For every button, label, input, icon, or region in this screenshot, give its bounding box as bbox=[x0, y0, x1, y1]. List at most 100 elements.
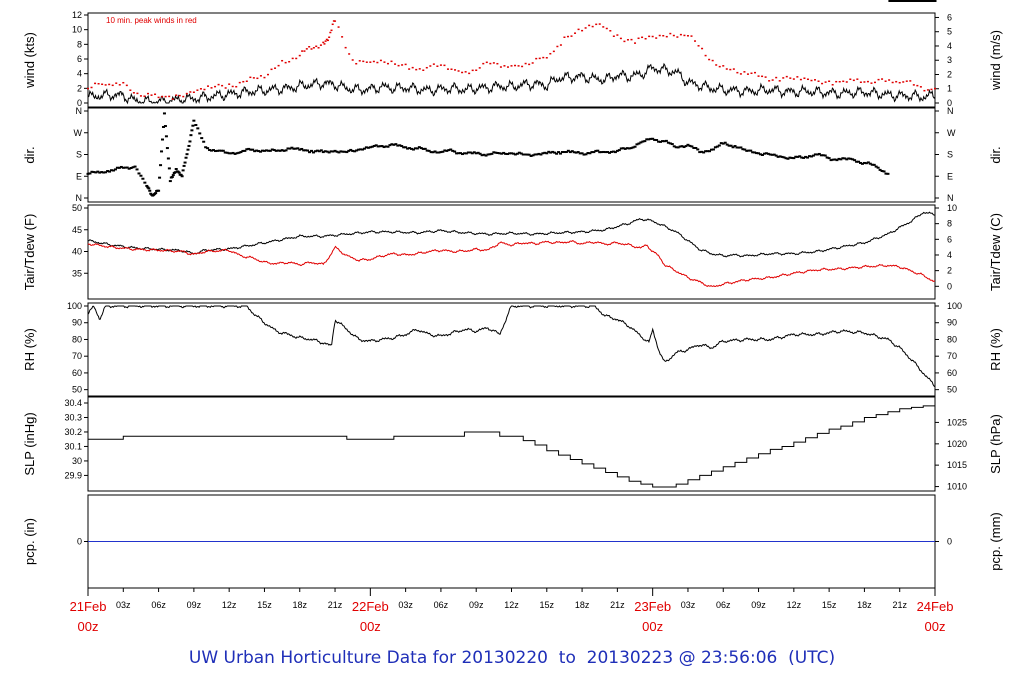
direction-point bbox=[139, 174, 143, 177]
panel-frame-wind bbox=[87, 12, 936, 108]
direction-point bbox=[674, 146, 678, 149]
direction-point bbox=[235, 152, 239, 155]
time-tick-label: 03z bbox=[116, 600, 131, 610]
direction-point bbox=[339, 150, 343, 153]
time-tick-label-major: 24Feb bbox=[917, 599, 954, 614]
peak-wind-point bbox=[912, 84, 915, 86]
peak-wind-point bbox=[545, 57, 548, 59]
direction-point bbox=[933, 0, 937, 2]
peak-wind-point bbox=[810, 79, 813, 82]
peak-wind-point bbox=[686, 35, 689, 37]
direction-point bbox=[731, 146, 735, 149]
right-tick-label-dir: E bbox=[947, 171, 953, 181]
peak-wind-point bbox=[182, 95, 185, 98]
time-tick-label: 09z bbox=[187, 600, 202, 610]
direction-point bbox=[762, 152, 766, 155]
direction-point bbox=[751, 151, 755, 154]
peak-wind-point bbox=[697, 45, 700, 47]
peak-wind-point bbox=[365, 61, 368, 63]
direction-point bbox=[794, 155, 798, 158]
direction-point bbox=[272, 148, 276, 151]
direction-point bbox=[221, 149, 225, 152]
direction-point bbox=[96, 170, 100, 173]
direction-point bbox=[147, 187, 151, 190]
peak-wind-point bbox=[404, 63, 407, 66]
left-tick-label-temp: 40 bbox=[72, 247, 82, 257]
direction-point bbox=[441, 150, 445, 153]
direction-point bbox=[280, 149, 284, 152]
peak-wind-point bbox=[630, 38, 633, 41]
direction-point bbox=[702, 151, 706, 154]
direction-point bbox=[564, 151, 568, 154]
direction-point bbox=[347, 149, 351, 152]
peak-wind-point bbox=[303, 50, 306, 52]
direction-point bbox=[578, 152, 582, 155]
peak-wind-point bbox=[531, 62, 534, 64]
direction-point bbox=[437, 151, 441, 154]
direction-point bbox=[186, 148, 190, 151]
peak-wind-point bbox=[665, 35, 668, 38]
direction-point bbox=[115, 166, 119, 169]
left-tick-label-temp: 50 bbox=[72, 203, 82, 213]
left-tick-label-slp: 30.2 bbox=[64, 427, 82, 437]
right-tick-label-temp: 2 bbox=[947, 266, 952, 276]
direction-point bbox=[600, 151, 604, 154]
peak-wind-point bbox=[129, 89, 132, 91]
direction-point bbox=[167, 167, 171, 170]
peak-wind-point bbox=[331, 23, 334, 26]
direction-point bbox=[741, 148, 745, 151]
peak-wind-point bbox=[789, 77, 792, 79]
direction-point bbox=[360, 148, 364, 151]
direction-point bbox=[566, 149, 570, 152]
direction-point bbox=[876, 166, 880, 169]
direction-point bbox=[823, 154, 827, 157]
time-tick-label: 18z bbox=[292, 600, 307, 610]
direction-point bbox=[562, 151, 566, 154]
peak-wind-point bbox=[517, 65, 520, 67]
direction-point bbox=[86, 172, 90, 175]
direction-point bbox=[884, 172, 888, 175]
direction-point bbox=[613, 151, 617, 154]
direction-point bbox=[315, 149, 319, 152]
peak-wind-point bbox=[332, 20, 335, 22]
peak-wind-point bbox=[143, 95, 146, 97]
direction-point bbox=[549, 151, 553, 154]
peak-wind-point bbox=[849, 78, 852, 81]
direction-point bbox=[547, 150, 551, 153]
peak-wind-point bbox=[605, 27, 608, 30]
peak-wind-point bbox=[291, 57, 294, 60]
direction-point bbox=[886, 172, 890, 175]
direction-point bbox=[376, 145, 380, 148]
peak-wind-point bbox=[344, 46, 347, 49]
direction-point bbox=[443, 149, 447, 152]
direction-point bbox=[174, 168, 178, 170]
peak-wind-point bbox=[672, 34, 675, 37]
direction-point bbox=[882, 170, 886, 173]
peak-wind-point bbox=[341, 36, 344, 38]
direction-point bbox=[506, 153, 510, 156]
direction-point bbox=[831, 158, 835, 161]
direction-point bbox=[313, 150, 317, 153]
direction-point bbox=[431, 151, 435, 154]
peak-wind-point bbox=[418, 68, 421, 70]
peak-wind-point bbox=[362, 60, 365, 63]
direction-point bbox=[511, 152, 515, 155]
peak-wind-point bbox=[277, 64, 280, 67]
direction-point bbox=[541, 152, 545, 155]
direction-point bbox=[611, 150, 615, 153]
peak-wind-point bbox=[485, 61, 488, 64]
direction-point bbox=[649, 137, 653, 140]
direction-point bbox=[749, 149, 753, 152]
direction-point bbox=[445, 149, 449, 152]
direction-point bbox=[154, 192, 158, 195]
direction-point bbox=[727, 144, 731, 147]
direction-point bbox=[478, 152, 482, 155]
peak-wind-point bbox=[390, 60, 393, 63]
direction-point bbox=[449, 148, 453, 151]
peak-wind-point bbox=[235, 85, 238, 88]
peak-wind-point bbox=[584, 27, 587, 29]
direction-point bbox=[355, 149, 359, 152]
direction-point bbox=[459, 152, 463, 155]
right-axis-label-rh: RH (%) bbox=[988, 328, 1003, 371]
direction-point bbox=[189, 134, 193, 137]
